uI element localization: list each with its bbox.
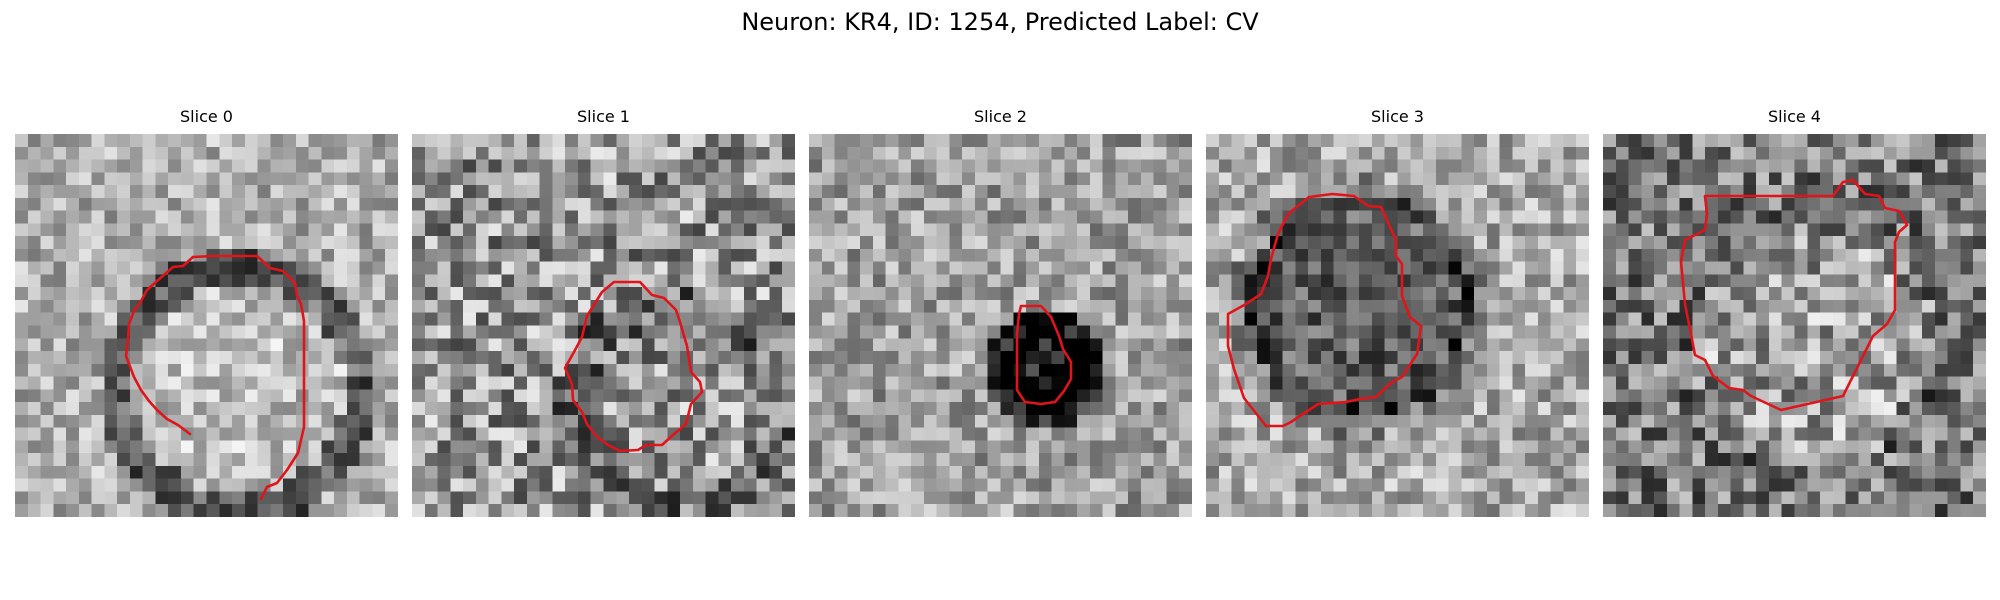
slice-image [15,134,398,517]
slice-image [1206,134,1589,517]
roi-contour-overlay [124,254,306,501]
roi-contour [124,255,195,436]
slice-image [412,134,795,517]
slice-image [1603,134,1986,517]
slice-title: Slice 0 [180,107,233,126]
slice-title: Slice 3 [1371,107,1424,126]
roi-contour-overlay [1226,192,1423,428]
slice-title: Slice 1 [577,107,630,126]
roi-contour [1679,178,1909,412]
roi-contour [191,254,306,501]
slice-panel-3: Slice 3 [1206,107,1589,517]
slice-panel-0: Slice 0 [15,107,398,517]
figure-title: Neuron: KR4, ID: 1254, Predicted Label: … [741,8,1259,36]
roi-contour-overlay [563,280,704,453]
slice-panel-1: Slice 1 [412,107,795,517]
slice-panel-4: Slice 4 [1603,107,1986,517]
slice-image [809,134,1192,517]
roi-contour-overlay [1015,304,1073,406]
slice-panel-2: Slice 2 [809,107,1192,517]
roi-contour [563,280,704,453]
slice-title: Slice 2 [974,107,1027,126]
slice-title: Slice 4 [1768,107,1821,126]
roi-contour [1226,192,1423,428]
roi-contour [1015,304,1073,406]
roi-contour-overlay [1679,178,1909,412]
